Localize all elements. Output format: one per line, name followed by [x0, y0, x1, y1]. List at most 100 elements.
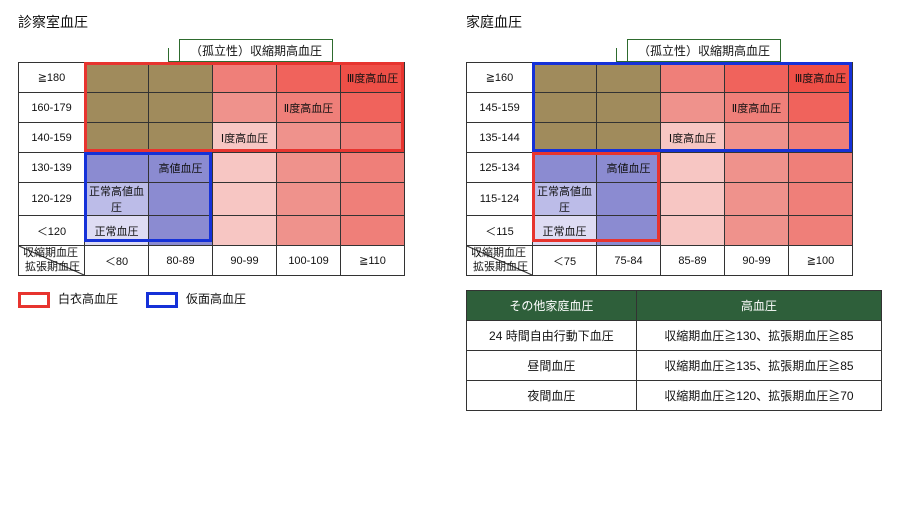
grid-cell	[597, 183, 661, 216]
grid-cell	[533, 63, 597, 93]
axis-diag: 収縮期血圧拡張期血圧	[467, 246, 533, 276]
grid-cell: Ⅲ度高血圧	[341, 63, 405, 93]
grid-cell: Ⅱ度高血圧	[725, 93, 789, 123]
grid-cell	[597, 216, 661, 246]
xlabel: ＜75	[533, 246, 597, 276]
other-head-1: その他家庭血圧	[467, 291, 637, 321]
grid-cell	[213, 93, 277, 123]
grid-cell	[213, 153, 277, 183]
home-title: 家庭血圧	[466, 12, 882, 32]
grid-cell: 高値血圧	[149, 153, 213, 183]
grid-cell: Ⅱ度高血圧	[277, 93, 341, 123]
ylabel: 160-179	[19, 93, 85, 123]
other-r2c2: 収縮期血圧≧135、拡張期血圧≧85	[636, 351, 881, 381]
legend-blue-label: 仮面高血圧	[186, 292, 246, 306]
grid-cell	[277, 153, 341, 183]
grid-cell: 正常高値血圧	[533, 183, 597, 216]
legend: 白衣高血圧 仮面高血圧	[18, 290, 434, 308]
ylabel: ≧160	[467, 63, 533, 93]
grid-cell	[213, 216, 277, 246]
swatch-blue-icon	[146, 292, 178, 308]
grid-cell	[725, 123, 789, 153]
swatch-red-icon	[18, 292, 50, 308]
grid-cell	[277, 63, 341, 93]
other-r3c1: 夜間血圧	[467, 381, 637, 411]
xlabel: ≧110	[341, 246, 405, 276]
grid-cell	[213, 183, 277, 216]
legend-red: 白衣高血圧	[18, 290, 118, 308]
grid-cell	[789, 183, 853, 216]
grid-cell	[789, 216, 853, 246]
office-title: 診察室血圧	[18, 12, 434, 32]
grid-cell	[597, 123, 661, 153]
ylabel: 140-159	[19, 123, 85, 153]
grid-cell: 正常高値血圧	[85, 183, 149, 216]
ylabel: 120-129	[19, 183, 85, 216]
ylabel: ＜120	[19, 216, 85, 246]
other-table: その他家庭血圧 高血圧 24 時間自由行動下血圧収縮期血圧≧130、拡張期血圧≧…	[466, 290, 882, 411]
grid-cell: 高値血圧	[597, 153, 661, 183]
other-head-2: 高血圧	[636, 291, 881, 321]
office-callout: （孤立性）収縮期高血圧	[179, 39, 333, 62]
grid-cell	[341, 216, 405, 246]
grid-cell	[85, 153, 149, 183]
grid-cell	[341, 153, 405, 183]
grid-cell	[149, 63, 213, 93]
xlabel: 80-89	[149, 246, 213, 276]
grid-cell	[213, 63, 277, 93]
grid-cell	[277, 123, 341, 153]
grid-cell	[597, 63, 661, 93]
grid-cell: 正常血圧	[85, 216, 149, 246]
xlabel: 85-89	[661, 246, 725, 276]
grid-cell	[85, 93, 149, 123]
ylabel: 115-124	[467, 183, 533, 216]
grid-cell	[789, 93, 853, 123]
home-callout: （孤立性）収縮期高血圧	[627, 39, 781, 62]
home-chart: ≧160Ⅲ度高血圧145-159Ⅱ度高血圧135-144Ⅰ度高血圧125-134…	[466, 62, 853, 276]
grid-cell: Ⅰ度高血圧	[661, 123, 725, 153]
grid-cell: 正常血圧	[533, 216, 597, 246]
grid-cell	[149, 183, 213, 216]
grid-cell	[661, 183, 725, 216]
office-chart: ≧180Ⅲ度高血圧160-179Ⅱ度高血圧140-159Ⅰ度高血圧130-139…	[18, 62, 405, 276]
home-chart-wrap: ≧160Ⅲ度高血圧145-159Ⅱ度高血圧135-144Ⅰ度高血圧125-134…	[466, 62, 882, 276]
ylabel: 135-144	[467, 123, 533, 153]
grid-cell	[789, 153, 853, 183]
grid-cell	[85, 63, 149, 93]
grid-cell	[533, 153, 597, 183]
grid-cell	[661, 153, 725, 183]
home-panel: 家庭血圧 （孤立性）収縮期高血圧 ≧160Ⅲ度高血圧145-159Ⅱ度高血圧13…	[466, 12, 882, 411]
grid-cell	[597, 93, 661, 123]
xlabel: ≧100	[789, 246, 853, 276]
legend-blue: 仮面高血圧	[146, 290, 246, 308]
grid-cell	[725, 183, 789, 216]
xlabel: 100-109	[277, 246, 341, 276]
grid-cell	[277, 216, 341, 246]
xlabel: 90-99	[213, 246, 277, 276]
office-chart-wrap: ≧180Ⅲ度高血圧160-179Ⅱ度高血圧140-159Ⅰ度高血圧130-139…	[18, 62, 434, 276]
ylabel: ＜115	[467, 216, 533, 246]
other-r3c2: 収縮期血圧≧120、拡張期血圧≧70	[636, 381, 881, 411]
grid-cell	[661, 93, 725, 123]
grid-cell	[725, 216, 789, 246]
other-r2c1: 昼間血圧	[467, 351, 637, 381]
grid-cell	[341, 123, 405, 153]
grid-cell	[533, 93, 597, 123]
home-callout-row: （孤立性）収縮期高血圧	[466, 40, 882, 62]
grid-cell	[85, 123, 149, 153]
grid-cell	[149, 93, 213, 123]
grid-cell	[149, 216, 213, 246]
grid-cell: Ⅰ度高血圧	[213, 123, 277, 153]
grid-cell	[277, 183, 341, 216]
grid-cell	[149, 123, 213, 153]
office-callout-row: （孤立性）収縮期高血圧	[18, 40, 434, 62]
grid-cell	[789, 123, 853, 153]
xlabel: 90-99	[725, 246, 789, 276]
xlabel: ＜80	[85, 246, 149, 276]
ylabel: 125-134	[467, 153, 533, 183]
callout-leader	[616, 48, 617, 62]
grid-cell	[725, 153, 789, 183]
grid-cell	[725, 63, 789, 93]
grid-cell	[661, 63, 725, 93]
grid-cell	[341, 93, 405, 123]
